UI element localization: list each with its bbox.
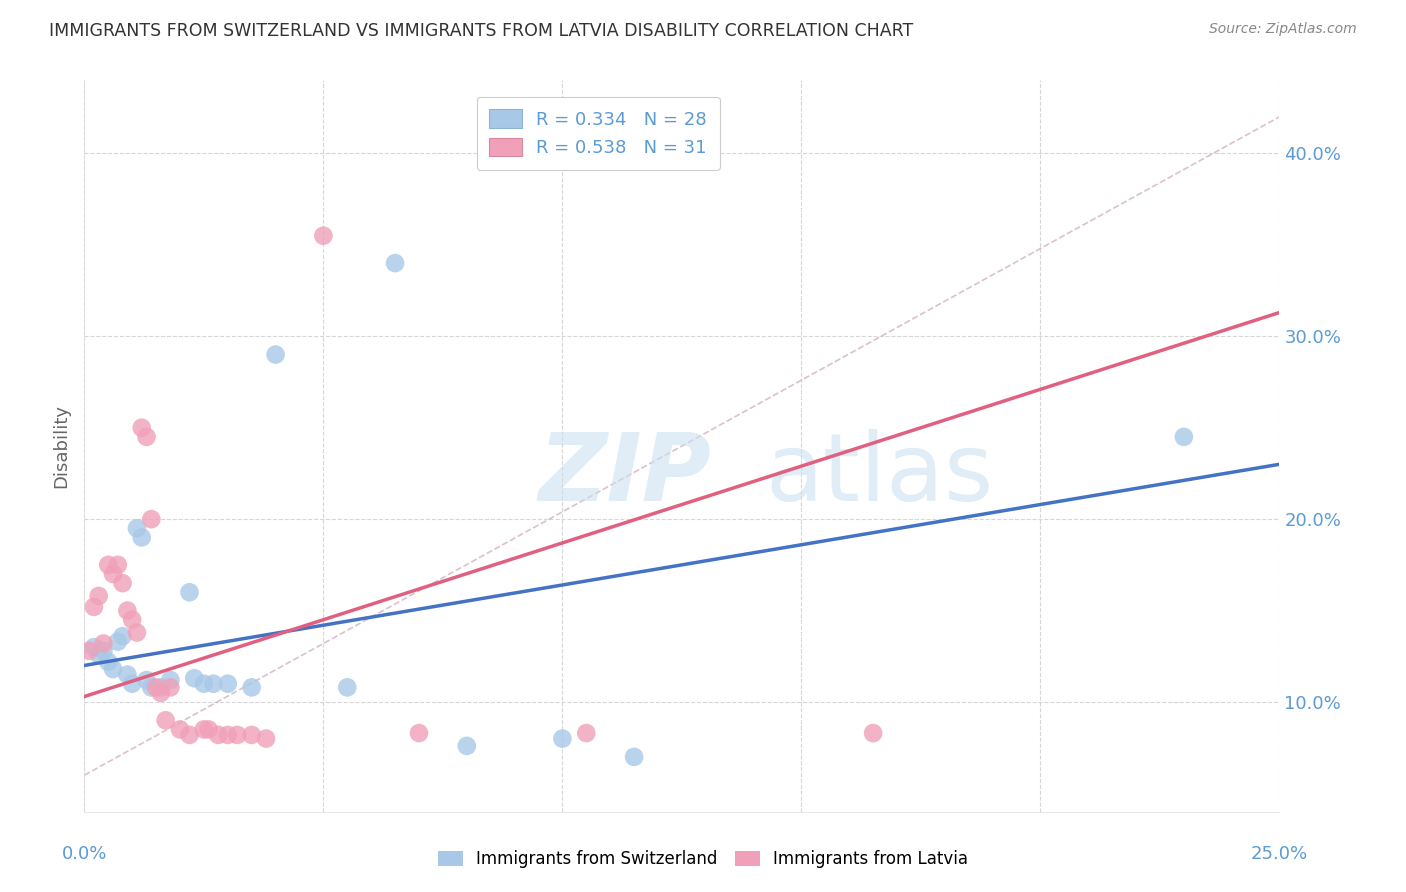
Point	[202, 676, 225, 690]
Text: ZIP: ZIP	[538, 429, 711, 521]
Point	[217, 728, 239, 742]
Point	[121, 613, 143, 627]
Point	[312, 228, 335, 243]
Point	[551, 731, 574, 746]
Point	[141, 512, 163, 526]
Point	[101, 662, 124, 676]
Point	[226, 728, 249, 742]
Point	[97, 655, 120, 669]
Point	[83, 640, 105, 655]
Point	[179, 728, 201, 742]
Point	[264, 348, 287, 362]
Point	[135, 673, 157, 687]
Point	[107, 634, 129, 648]
Point	[159, 673, 181, 687]
Point	[193, 723, 215, 737]
Point	[135, 430, 157, 444]
Point	[111, 576, 134, 591]
Point	[254, 731, 277, 746]
Point	[456, 739, 478, 753]
Point	[141, 681, 163, 695]
Point	[117, 667, 139, 681]
Point	[149, 681, 172, 695]
Point	[240, 681, 263, 695]
Point	[384, 256, 406, 270]
Point	[623, 749, 645, 764]
Text: atlas: atlas	[766, 429, 994, 521]
Point	[131, 421, 153, 435]
Point	[131, 530, 153, 544]
Point	[145, 681, 167, 695]
Point	[77, 644, 100, 658]
Point	[87, 589, 110, 603]
Point	[207, 728, 229, 742]
Point	[169, 723, 191, 737]
Point	[193, 676, 215, 690]
Text: Source: ZipAtlas.com: Source: ZipAtlas.com	[1209, 22, 1357, 37]
Point	[862, 726, 884, 740]
Point	[149, 686, 172, 700]
Point	[336, 681, 359, 695]
Point	[93, 636, 115, 650]
Point	[111, 629, 134, 643]
Legend: R = 0.334   N = 28, R = 0.538   N = 31: R = 0.334 N = 28, R = 0.538 N = 31	[477, 96, 720, 169]
Text: 25.0%: 25.0%	[1251, 845, 1308, 863]
Point	[179, 585, 201, 599]
Point	[93, 644, 115, 658]
Legend: Immigrants from Switzerland, Immigrants from Latvia: Immigrants from Switzerland, Immigrants …	[432, 844, 974, 875]
Y-axis label: Disability: Disability	[52, 404, 70, 488]
Point	[87, 648, 110, 662]
Point	[83, 599, 105, 614]
Point	[97, 558, 120, 572]
Point	[125, 521, 148, 535]
Point	[408, 726, 430, 740]
Point	[240, 728, 263, 742]
Point	[1173, 430, 1195, 444]
Point	[121, 676, 143, 690]
Point	[107, 558, 129, 572]
Point	[159, 681, 181, 695]
Point	[117, 603, 139, 617]
Point	[217, 676, 239, 690]
Text: 0.0%: 0.0%	[62, 845, 107, 863]
Text: IMMIGRANTS FROM SWITZERLAND VS IMMIGRANTS FROM LATVIA DISABILITY CORRELATION CHA: IMMIGRANTS FROM SWITZERLAND VS IMMIGRANT…	[49, 22, 914, 40]
Point	[155, 714, 177, 728]
Point	[101, 567, 124, 582]
Point	[183, 671, 205, 685]
Point	[575, 726, 598, 740]
Point	[197, 723, 219, 737]
Point	[125, 625, 148, 640]
